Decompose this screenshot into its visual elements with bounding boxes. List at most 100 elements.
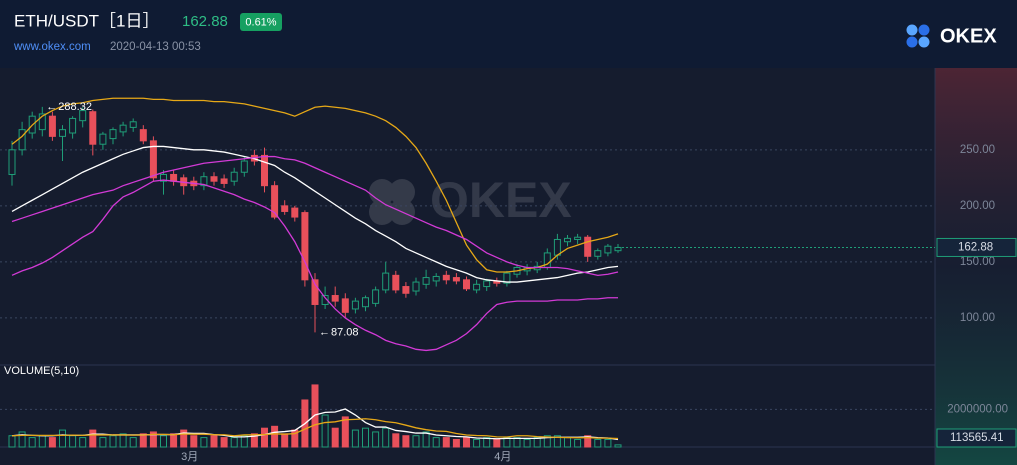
candle-body [422, 277, 430, 285]
candle-body [240, 160, 248, 173]
volume-bar [402, 435, 410, 448]
y-tick-label: 150.00 [960, 256, 995, 268]
volume-bar [442, 437, 450, 448]
candle-body [574, 236, 582, 240]
candle-body [402, 286, 410, 294]
candle-body [432, 275, 440, 282]
volume-bar [341, 416, 349, 448]
candle-body [170, 173, 178, 182]
candle-body [584, 236, 592, 257]
candle-body [261, 154, 268, 187]
change-badge [240, 13, 282, 31]
volume-bar [79, 437, 87, 448]
volume-bar [493, 438, 501, 448]
candle-body [483, 280, 491, 288]
change-text: 0.61% [245, 16, 276, 28]
volume-bar [543, 435, 551, 448]
pair-title: ETH/USDT［1日］ [14, 11, 159, 30]
volume-bar [18, 431, 26, 448]
candle-body [463, 279, 470, 290]
volume-bar [119, 433, 127, 448]
volume-bar [362, 427, 369, 448]
last-price: 162.88 [182, 13, 228, 30]
volume-bar [250, 433, 258, 448]
header-bar [0, 0, 1017, 68]
volume-bar [321, 414, 329, 448]
y-tick-label: 200.00 [960, 200, 995, 212]
candle-body [59, 129, 66, 137]
candle-body [311, 279, 319, 305]
last-price-label: 162.88 [958, 241, 993, 253]
price-axis-area [935, 68, 1017, 465]
candle-body [553, 238, 561, 256]
volume-bar [139, 433, 147, 448]
candle-body [99, 133, 107, 145]
volume-bar [574, 438, 582, 448]
indicator-line [11, 179, 618, 352]
candle-body [452, 277, 460, 282]
candle-body [220, 178, 228, 184]
candle-body [109, 129, 117, 140]
volume-bar [8, 435, 16, 448]
volume-bar [109, 435, 117, 448]
volume-bar [129, 437, 137, 448]
candle-body [564, 237, 571, 243]
volume-title: VOLUME(5,10) [4, 365, 79, 377]
candle-body [271, 185, 279, 218]
candle-body [594, 250, 602, 257]
volume-bar [604, 438, 612, 448]
candle-body [473, 283, 481, 291]
volume-bar [200, 437, 208, 448]
candle-body [392, 274, 400, 291]
candle-body [604, 245, 612, 254]
y-tick-label: 250.00 [960, 144, 995, 156]
candle-body [210, 176, 218, 182]
candle-body [149, 140, 157, 179]
volume-bar [351, 429, 359, 448]
candle-body [160, 173, 167, 182]
candle-body [119, 124, 127, 133]
candle-body [301, 212, 309, 281]
volume-bar [99, 437, 107, 448]
indicator-line [11, 145, 619, 283]
candle-body [291, 207, 299, 218]
volume-bar [553, 435, 561, 448]
volume-bar [180, 429, 188, 448]
volume-bar [230, 437, 238, 448]
candle-body [281, 205, 289, 212]
volume-bar [463, 437, 470, 448]
candle-body [69, 117, 77, 134]
volume-bar [59, 429, 66, 448]
candle-body [341, 298, 349, 313]
volume-bar [473, 438, 481, 448]
volume-bar [331, 427, 339, 448]
candle-body [48, 115, 56, 137]
volume-bar [28, 437, 36, 448]
volume-bar [432, 437, 440, 448]
last-volume-label: 113565.41 [950, 432, 1004, 444]
candle-body [351, 300, 359, 310]
x-tick-label: 4月 [494, 451, 511, 463]
candle-body [200, 176, 208, 187]
high-label: 288.32 [58, 101, 92, 113]
volume-bar [392, 433, 400, 448]
volume-bar [483, 437, 491, 448]
candle-body [321, 295, 329, 305]
volume-bar [38, 435, 46, 448]
indicator-line [11, 155, 619, 276]
volume-bar [594, 438, 602, 448]
candle-body [230, 171, 238, 182]
volume-bar [422, 431, 430, 448]
volume-bar [48, 437, 56, 448]
volume-bar [170, 433, 178, 448]
volume-bar [281, 433, 289, 448]
volume-ma-line [11, 418, 619, 440]
candle-body [18, 129, 26, 151]
volume-bar [523, 438, 531, 448]
candle-body [331, 295, 339, 302]
volume-bar [210, 435, 218, 448]
timestamp: 2020-04-13 00:53 [110, 41, 201, 53]
arrow: ← [46, 101, 57, 113]
volume-bar [149, 431, 157, 448]
